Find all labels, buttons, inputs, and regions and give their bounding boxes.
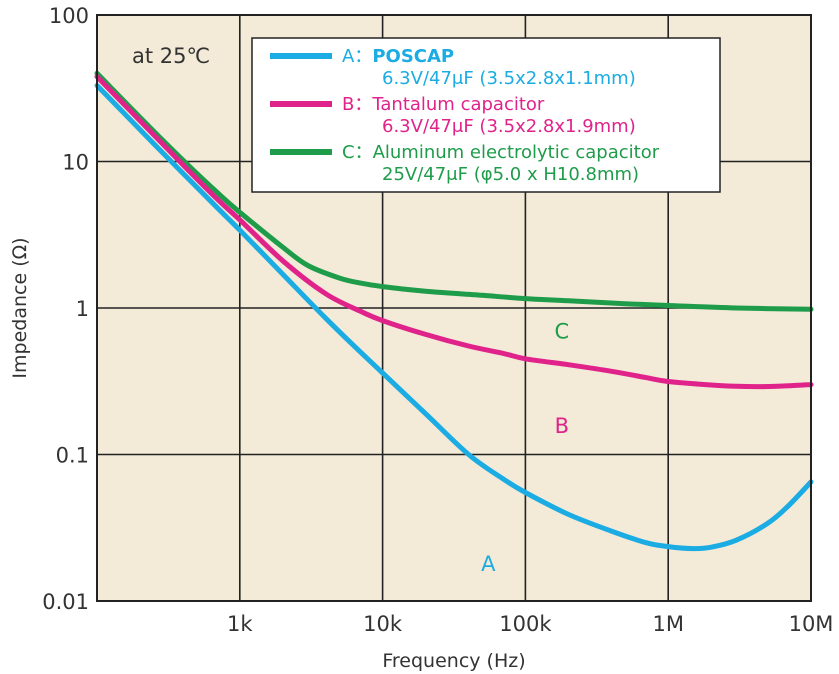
plot-border [96, 14, 812, 602]
curve-label-c: C [555, 319, 570, 343]
legend-entry-c: C：Aluminum electrolytic capacitor [342, 142, 660, 163]
y-tick-label: 0.1 [56, 444, 89, 468]
legend-box [251, 37, 721, 193]
x-tick-label: 1k [227, 612, 253, 636]
y-axis-title: Impedance (Ω) [9, 237, 31, 378]
x-tick-label: 10k [363, 612, 403, 636]
series-line-a [94, 83, 814, 552]
tick-labels: 1k 10k 100k 1M 10M 100 10 1 0.1 0.01 [42, 4, 833, 636]
series-line-b [94, 74, 814, 390]
curve-label-a: A [481, 552, 496, 576]
y-tick-label: 0.01 [42, 590, 89, 614]
curve-labels: A B C [481, 319, 569, 576]
y-tick-label: 1 [76, 297, 89, 321]
legend-entry-a: A：POSCAP [342, 46, 454, 67]
legend-spec-c: 25V/47μF (φ5.0 x H10.8mm) [382, 164, 639, 185]
series-line-c [94, 70, 814, 312]
x-tick-label: 1M [652, 612, 683, 636]
series-layer [94, 70, 814, 552]
x-tick-label: 10M [789, 612, 834, 636]
curve-label-b: B [555, 414, 569, 438]
x-axis-title: Frequency (Hz) [382, 650, 525, 672]
y-tick-label: 100 [49, 4, 89, 28]
temperature-annotation: at 25℃ [132, 44, 210, 68]
x-tick-label: 100k [499, 612, 552, 636]
legend-spec-a: 6.3V/47μF (3.5x2.8x1.1mm) [382, 68, 636, 89]
y-tick-label: 10 [62, 151, 89, 175]
legend-spec-b: 6.3V/47μF (3.5x2.8x1.9mm) [382, 116, 636, 137]
legend-entry-b: B：Tantalum capacitor [342, 94, 545, 115]
